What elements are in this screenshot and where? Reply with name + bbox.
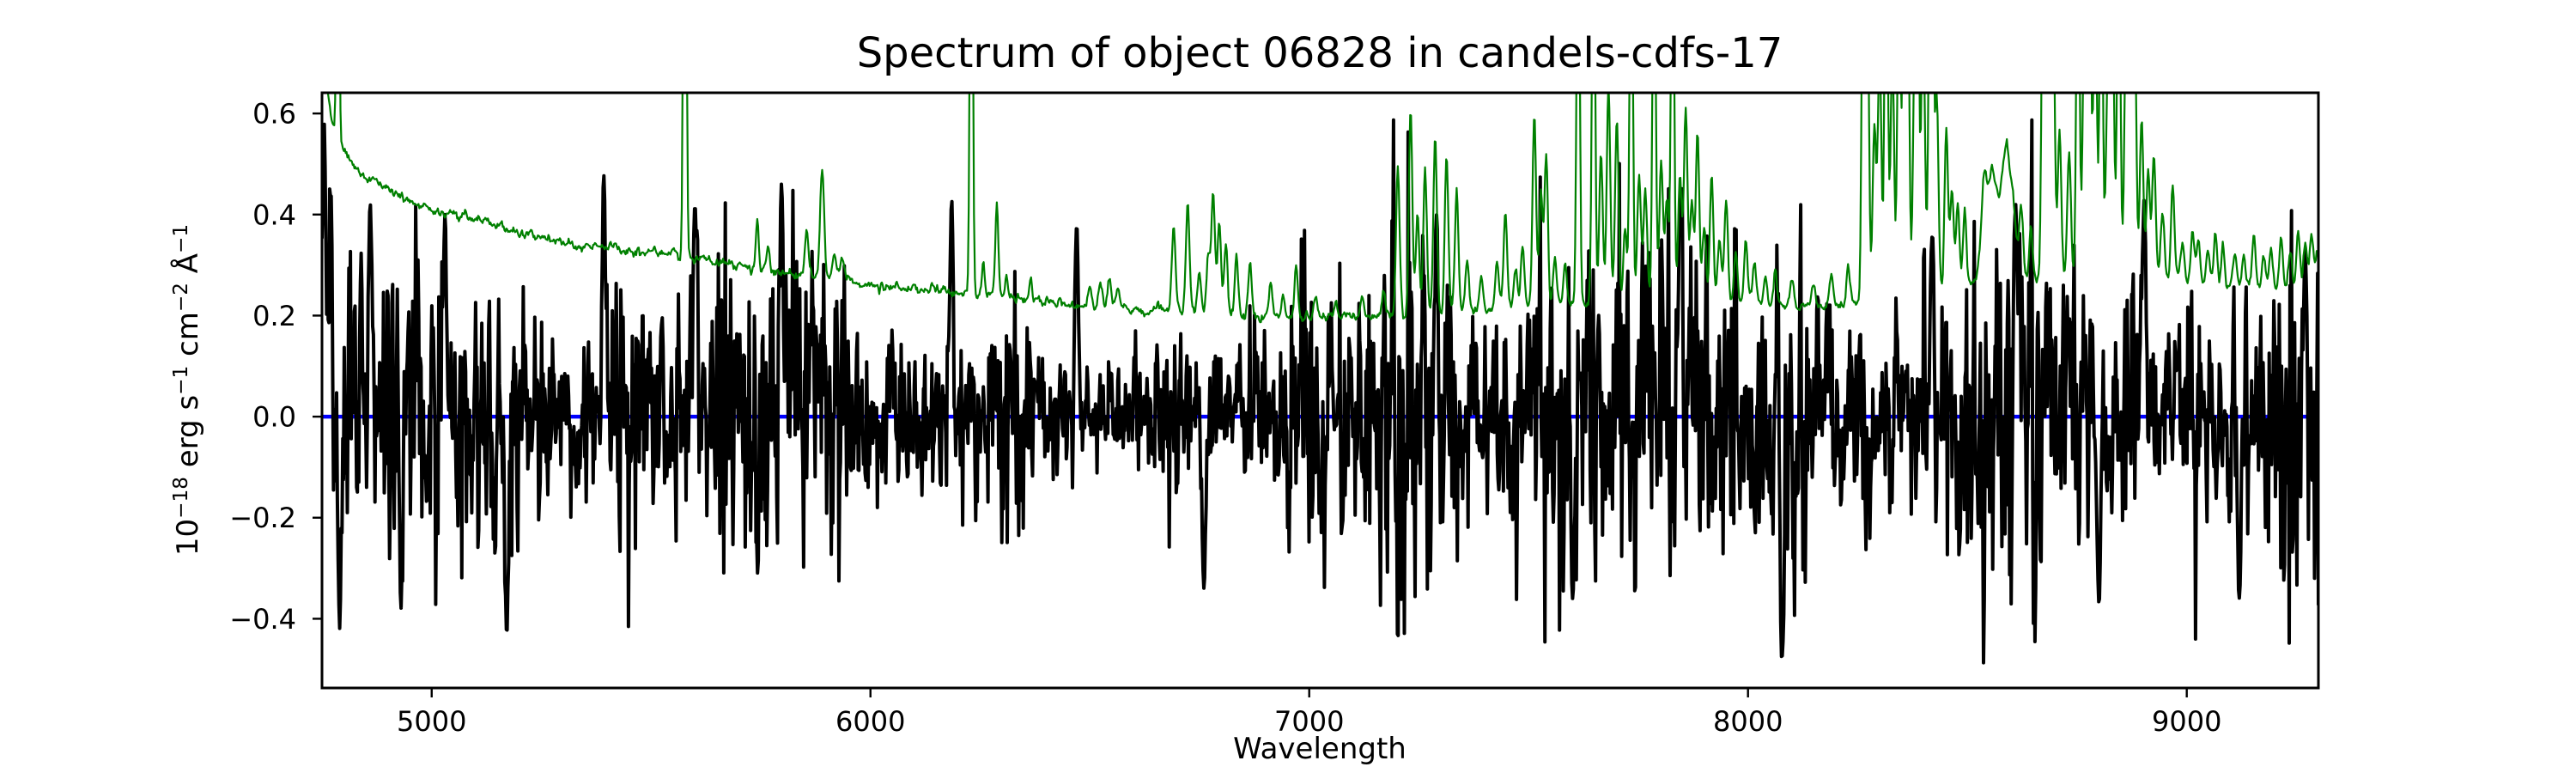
y-tick-label: 0.2 xyxy=(252,300,296,332)
y-tick-label: −0.4 xyxy=(229,603,296,636)
x-tick-label: 9000 xyxy=(2152,705,2221,738)
object-spectrum-line xyxy=(322,118,2318,665)
ylabel-text: Å xyxy=(171,253,206,283)
sky-spectrum-line xyxy=(326,93,2318,324)
y-tick-label: −0.2 xyxy=(229,502,296,534)
ylabel-superscript: −1 xyxy=(169,365,192,395)
x-tick-label: 6000 xyxy=(835,705,905,738)
ylabel-superscript: −1 xyxy=(169,223,192,253)
plot-border xyxy=(320,91,2320,690)
x-axis-label: Wavelength xyxy=(1233,732,1406,766)
plot-title: Spectrum of object 06828 in candels-cdfs… xyxy=(856,29,1783,77)
x-tick-label: 5000 xyxy=(397,705,466,738)
y-tick-label: 0.4 xyxy=(252,198,296,231)
x-tick-label: 8000 xyxy=(1713,705,1783,738)
x-tick-label: 7000 xyxy=(1274,705,1344,738)
ylabel-text: erg s xyxy=(171,394,206,478)
y-tick-label: 0.6 xyxy=(252,98,296,131)
ylabel-text: cm xyxy=(171,312,206,366)
ylabel-superscript: −2 xyxy=(169,283,192,313)
y-axis-label: 10−18 erg s−1 cm−2 Å−1 xyxy=(169,223,206,557)
ylabel-text: 10 xyxy=(171,518,206,557)
y-tick-label: 0.0 xyxy=(252,401,296,434)
ylabel-superscript: −18 xyxy=(169,477,192,519)
